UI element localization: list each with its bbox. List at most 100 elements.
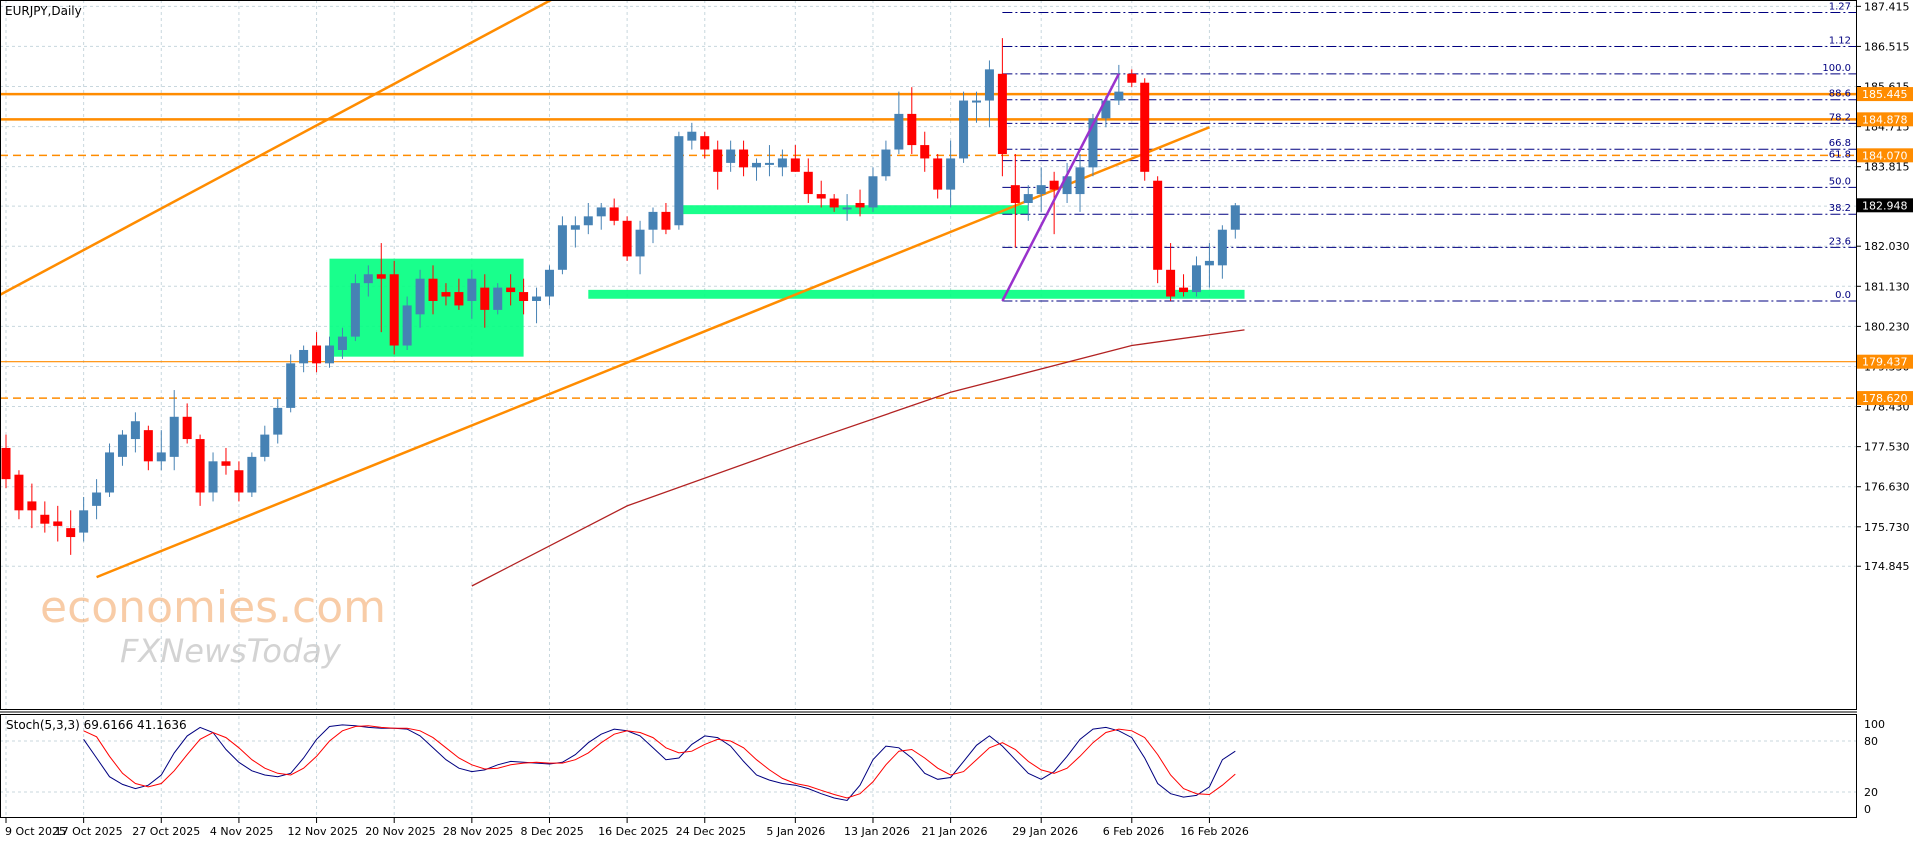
candle-body	[467, 278, 477, 301]
fib-level-label: 1.27	[1829, 1, 1851, 12]
time-tick-label: 28 Nov 2025	[443, 825, 513, 838]
candle-body	[609, 207, 619, 221]
candle-body	[79, 510, 89, 533]
fib-level-label: 38.2	[1829, 203, 1851, 214]
stoch-grid	[0, 716, 1856, 817]
stoch-axis: 100 80 20 0	[1864, 718, 1885, 816]
candle-body	[260, 434, 270, 457]
candle-body	[337, 336, 347, 350]
level-price-label: 179.437	[1862, 356, 1908, 369]
candle-body	[441, 292, 451, 297]
candle-body	[428, 278, 438, 301]
price-tags: 185.445 184.878 184.070 182.948 179.437 178.6…	[1857, 87, 1913, 406]
candle-body	[247, 456, 257, 493]
fib-level-label: 23.6	[1829, 236, 1851, 247]
candle-body	[1049, 180, 1059, 190]
candle-body	[959, 100, 969, 159]
current-price-label: 182.948	[1862, 199, 1908, 212]
current-price-tag	[1857, 198, 1913, 213]
candle-body	[1114, 91, 1124, 101]
candle-body	[480, 287, 490, 310]
watermark-line1: economies.com	[40, 582, 386, 633]
candle-body	[816, 194, 826, 199]
candle-body	[583, 216, 593, 226]
stoch-tick-label: 20	[1864, 786, 1878, 799]
time-tick-label: 17 Oct 2025	[55, 825, 123, 838]
candle-body	[273, 407, 283, 435]
candle-body	[169, 416, 179, 457]
time-tick-label: 9 Oct 2025	[5, 825, 66, 838]
candle-body	[1204, 260, 1214, 266]
impulse-line-segment	[1001, 73, 1120, 302]
stoch-tick-label: 0	[1864, 803, 1871, 816]
fib-level-label: 100.0	[1822, 63, 1851, 74]
fib-level-label: 0.0	[1835, 290, 1851, 301]
candle-body	[557, 225, 567, 270]
candle-body	[1230, 205, 1240, 230]
candle-body	[286, 363, 296, 408]
candle-body	[532, 296, 542, 301]
price-tick-label: 176.630	[1864, 481, 1910, 494]
candle-body	[14, 474, 24, 511]
price-tick-label: 177.530	[1864, 441, 1910, 454]
time-tick-label: 29 Jan 2026	[1012, 825, 1078, 838]
fibonacci-retracement: 0.0 23.6 38.2 50.0 61.866.8 78.2 88.6 100.0 1.12…	[1002, 1, 1856, 302]
candle-body	[234, 470, 244, 493]
candle-body	[855, 202, 865, 208]
level-price-tag	[1857, 112, 1913, 127]
candle-body	[519, 292, 529, 301]
candle-body	[1010, 185, 1020, 203]
time-tick-label: 5 Jan 2026	[766, 825, 825, 838]
candle-body	[506, 287, 516, 293]
candle-body	[363, 274, 373, 284]
channel-line	[0, 0, 554, 297]
candle-body	[454, 292, 464, 306]
level-price-label: 185.445	[1862, 88, 1908, 101]
time-tick-label: 12 Nov 2025	[288, 825, 358, 838]
candle-body	[105, 452, 115, 493]
fib-level-label: 88.6	[1829, 89, 1851, 100]
candle-body	[1, 447, 11, 480]
candle-body	[325, 345, 334, 364]
stoch-signal-line	[83, 725, 1236, 799]
candle-body	[726, 149, 736, 163]
candle-body	[66, 528, 76, 538]
price-tick-label: 187.415	[1864, 0, 1910, 13]
candle-body	[946, 158, 956, 190]
time-tick-label: 4 Nov 2025	[210, 825, 273, 838]
time-tick-label: 21 Jan 2026	[922, 825, 988, 838]
fib-level-label: 50.0	[1829, 176, 1851, 187]
candle-body	[1075, 167, 1085, 195]
time-tick-label: 20 Nov 2025	[365, 825, 435, 838]
time-tick-label: 24 Dec 2025	[676, 825, 746, 838]
stoch-label: Stoch(5,3,3) 69.6166 41.1636	[6, 718, 187, 732]
candle-body	[1166, 269, 1176, 297]
candle-body	[803, 171, 813, 195]
price-tick-label: 186.515	[1864, 40, 1910, 53]
stoch-tick-label: 100	[1864, 718, 1885, 731]
candle-body	[739, 149, 749, 168]
candlesticks	[1, 38, 1240, 555]
candle-body	[648, 211, 658, 230]
candle-body	[1062, 176, 1072, 195]
candle-body	[1101, 100, 1111, 119]
candle-body	[376, 274, 386, 279]
stoch-tick-label: 80	[1864, 735, 1878, 748]
level-price-tag	[1857, 391, 1913, 406]
candle-body	[700, 136, 710, 150]
candle-body	[1217, 229, 1227, 266]
candle-body	[622, 220, 632, 257]
candle-body	[415, 278, 425, 315]
candle-body	[687, 131, 697, 141]
candle-body	[984, 69, 994, 101]
candle-body	[997, 73, 1007, 154]
candle-body	[1179, 287, 1189, 293]
price-tick-label: 181.130	[1864, 280, 1910, 293]
moving-average	[471, 329, 1245, 587]
time-tick-label: 13 Jan 2026	[844, 825, 910, 838]
support-zone	[588, 289, 1245, 299]
time-tick-label: 6 Feb 2026	[1103, 825, 1164, 838]
main-grid	[0, 0, 1856, 709]
candle-body	[1127, 73, 1137, 83]
